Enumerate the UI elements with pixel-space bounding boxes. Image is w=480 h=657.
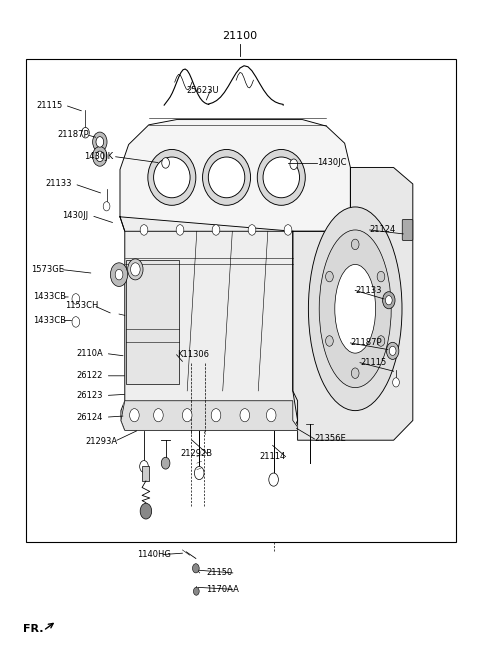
Text: 21115: 21115 [360, 358, 386, 367]
Circle shape [182, 409, 192, 422]
Ellipse shape [208, 157, 245, 198]
Circle shape [211, 409, 221, 422]
Circle shape [82, 127, 89, 138]
Text: 1140HG: 1140HG [137, 550, 171, 559]
Circle shape [389, 346, 396, 355]
Circle shape [386, 342, 399, 359]
Circle shape [110, 263, 128, 286]
Ellipse shape [377, 336, 385, 346]
Ellipse shape [128, 259, 143, 280]
Text: 26124: 26124 [77, 413, 103, 422]
Polygon shape [120, 120, 350, 231]
Bar [26, 59, 456, 542]
Text: 1430JJ: 1430JJ [62, 211, 88, 220]
Text: 1433CB: 1433CB [33, 292, 66, 302]
Circle shape [161, 457, 170, 469]
Text: 1433CB: 1433CB [33, 316, 66, 325]
Circle shape [115, 269, 123, 280]
Circle shape [162, 158, 169, 168]
Polygon shape [293, 168, 413, 440]
Circle shape [385, 296, 392, 305]
Circle shape [103, 202, 110, 211]
Circle shape [72, 294, 80, 304]
Text: 1430JC: 1430JC [317, 158, 346, 168]
Polygon shape [120, 217, 298, 430]
Ellipse shape [308, 207, 402, 411]
Text: 1430JK: 1430JK [84, 152, 113, 161]
Text: 21356E: 21356E [314, 434, 346, 443]
Circle shape [130, 409, 139, 422]
Circle shape [93, 132, 107, 152]
Circle shape [248, 225, 256, 235]
Text: 2110A: 2110A [77, 349, 104, 358]
Polygon shape [121, 401, 298, 430]
Circle shape [284, 225, 292, 235]
Circle shape [192, 564, 199, 573]
Text: 21293A: 21293A [85, 437, 118, 446]
Circle shape [193, 587, 199, 595]
Circle shape [140, 461, 148, 472]
Ellipse shape [148, 150, 196, 205]
Circle shape [72, 317, 80, 327]
Text: 26122: 26122 [77, 371, 103, 380]
Text: 21187P: 21187P [350, 338, 382, 348]
Text: 1153CH: 1153CH [65, 301, 98, 310]
Text: 25623U: 25623U [186, 86, 219, 95]
Text: 21150: 21150 [206, 568, 233, 578]
Circle shape [140, 503, 152, 519]
Ellipse shape [325, 271, 333, 282]
Text: K11306: K11306 [177, 350, 209, 359]
Circle shape [212, 225, 220, 235]
Ellipse shape [351, 239, 359, 250]
Circle shape [383, 292, 395, 309]
Text: 26123: 26123 [77, 391, 103, 400]
Circle shape [154, 409, 163, 422]
Text: 21114: 21114 [259, 452, 286, 461]
Text: 21124: 21124 [370, 225, 396, 235]
Circle shape [266, 409, 276, 422]
Text: 1573GE: 1573GE [31, 265, 64, 274]
Text: 21133: 21133 [355, 286, 382, 295]
Bar [142, 466, 149, 481]
Ellipse shape [131, 263, 140, 276]
Circle shape [96, 137, 104, 147]
Ellipse shape [203, 150, 251, 205]
Text: FR.: FR. [23, 624, 44, 635]
Bar [126, 260, 179, 384]
Ellipse shape [263, 157, 300, 198]
FancyBboxPatch shape [402, 219, 413, 240]
Circle shape [393, 378, 399, 387]
Ellipse shape [351, 368, 359, 378]
Circle shape [176, 225, 184, 235]
Circle shape [96, 151, 104, 162]
Text: 21100: 21100 [222, 31, 258, 41]
Text: 21115: 21115 [36, 101, 62, 110]
Ellipse shape [257, 150, 305, 205]
Text: 21187P: 21187P [58, 130, 89, 139]
Text: 1170AA: 1170AA [206, 585, 239, 594]
Text: 21133: 21133 [46, 179, 72, 189]
Circle shape [240, 409, 250, 422]
Text: 21292B: 21292B [180, 449, 213, 458]
Ellipse shape [325, 336, 333, 346]
Circle shape [140, 225, 148, 235]
Circle shape [269, 473, 278, 486]
Ellipse shape [335, 264, 375, 353]
Circle shape [93, 147, 107, 166]
Ellipse shape [377, 271, 385, 282]
Ellipse shape [154, 157, 190, 198]
Circle shape [194, 466, 204, 480]
Circle shape [290, 159, 298, 170]
Ellipse shape [319, 230, 391, 388]
